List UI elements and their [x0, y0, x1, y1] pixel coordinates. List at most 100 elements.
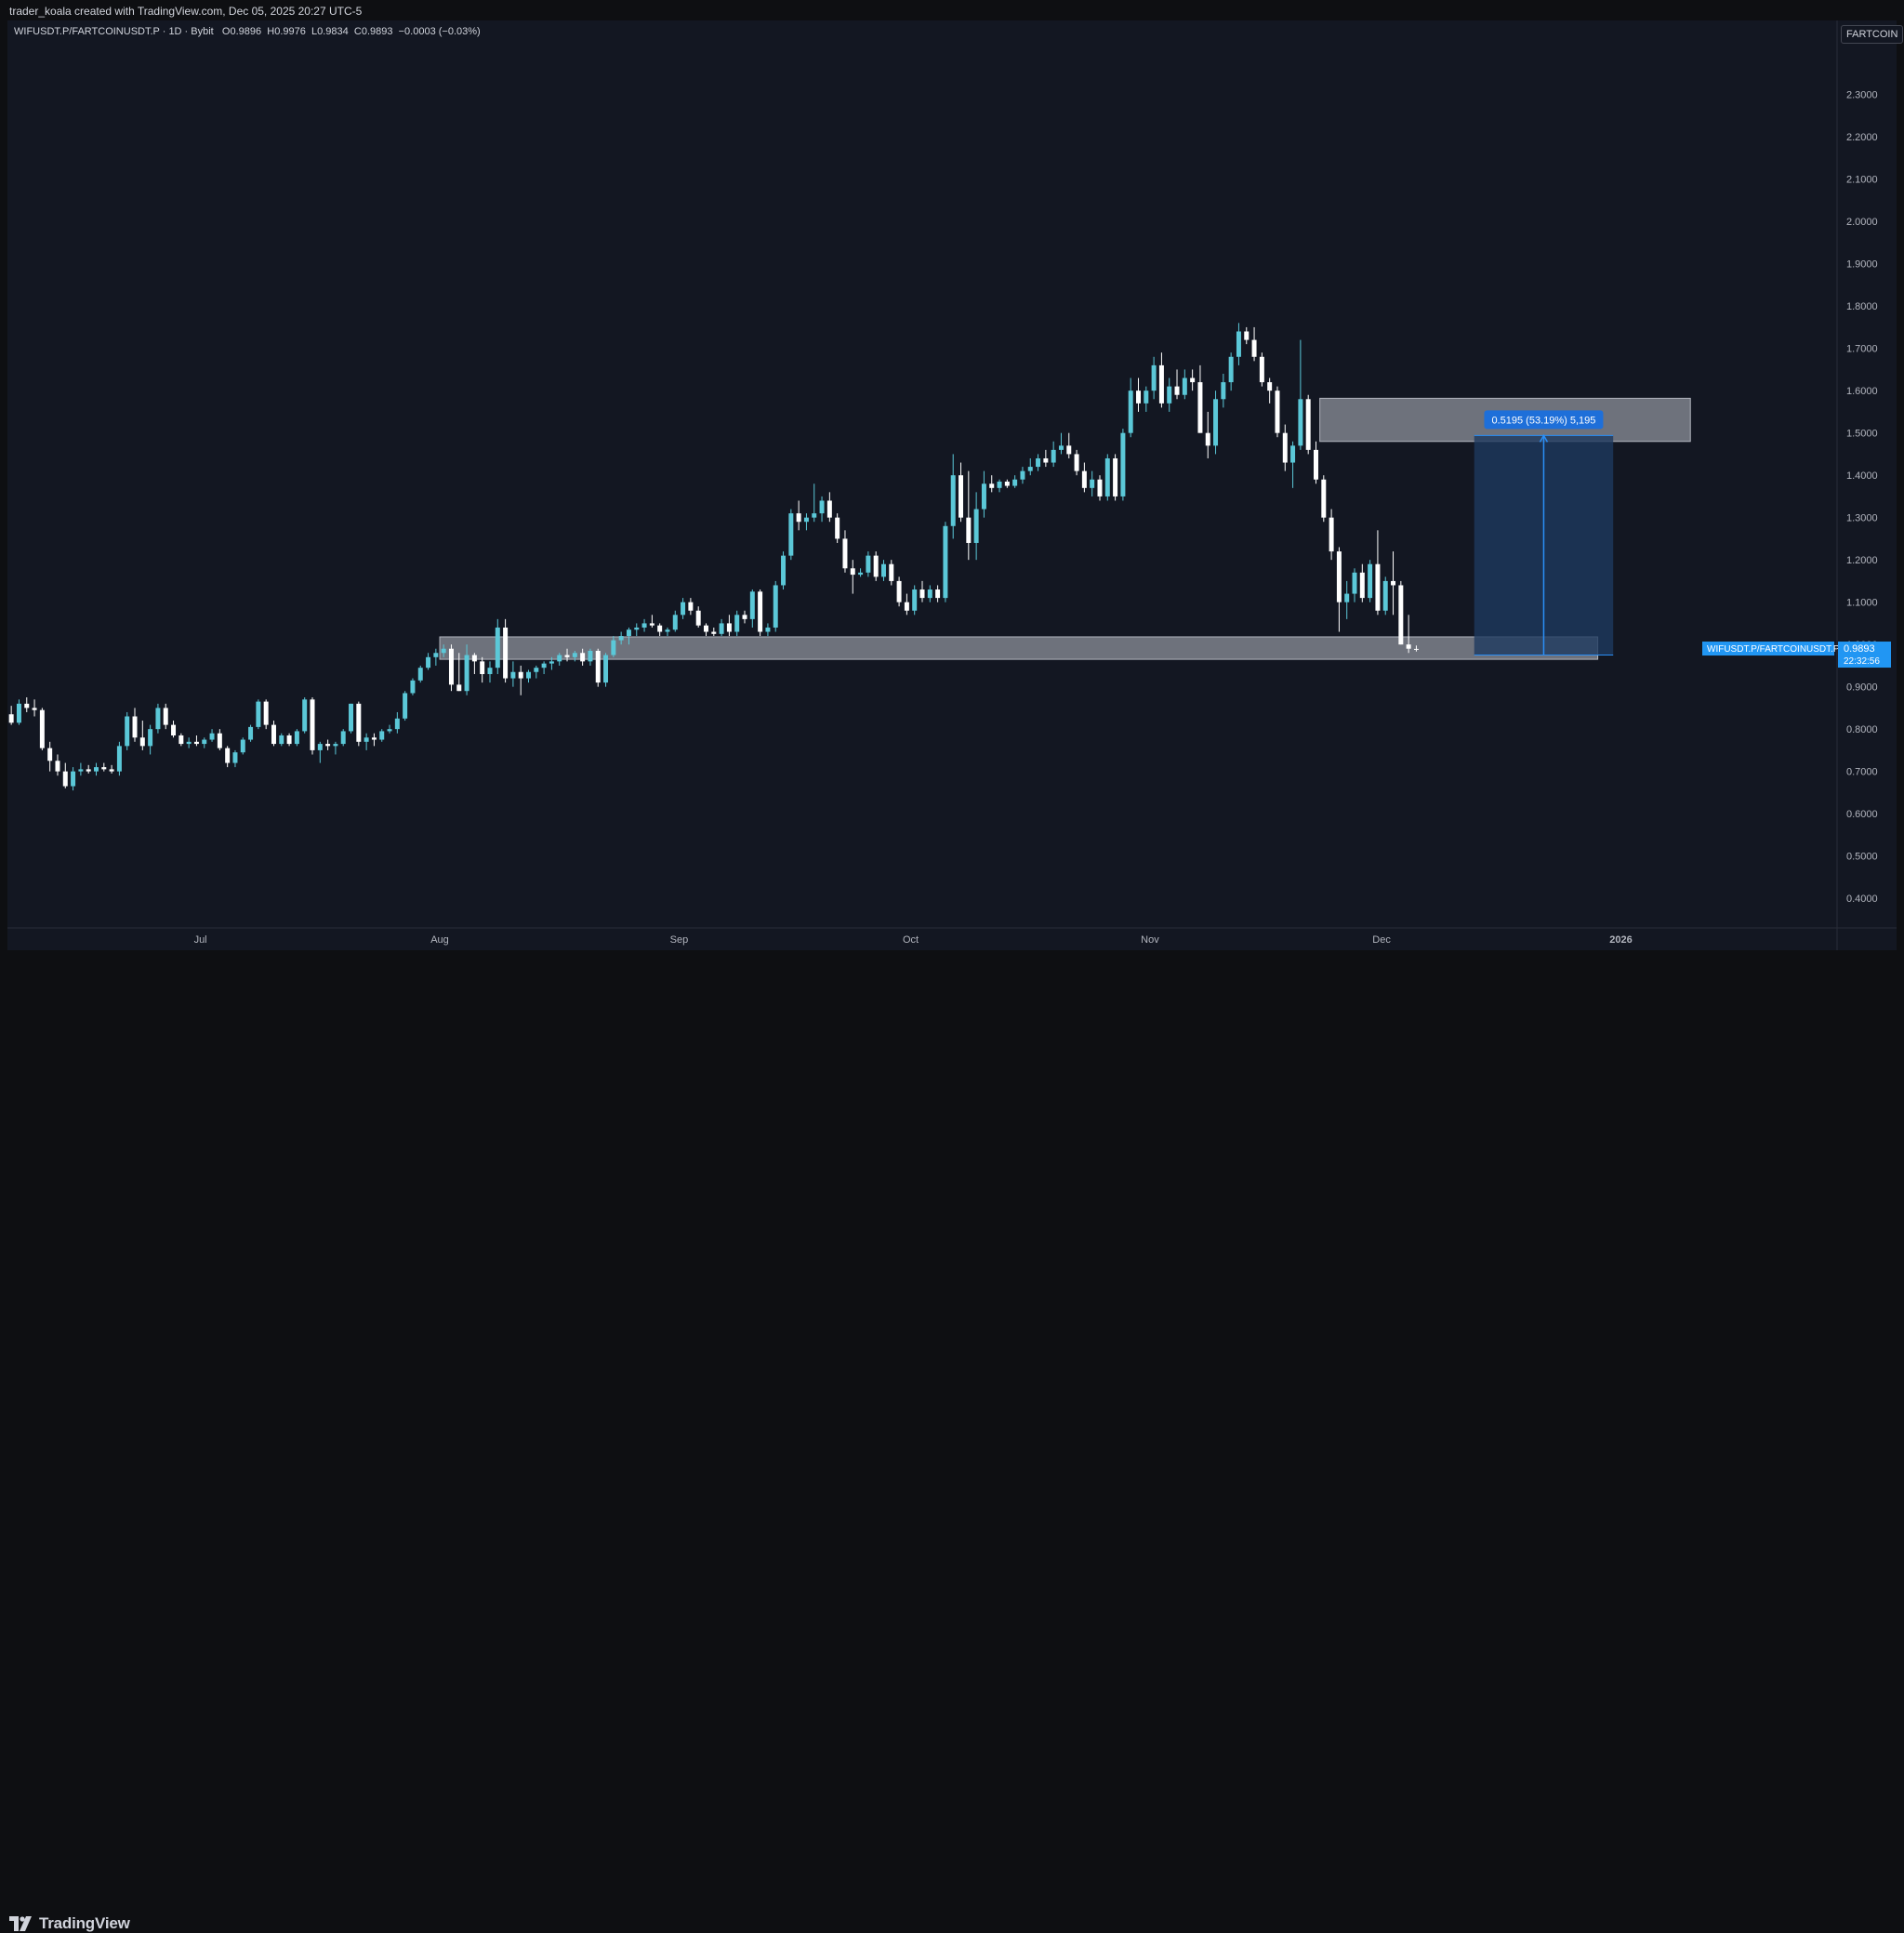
candle-body: [541, 663, 547, 669]
candle: [148, 724, 153, 755]
candle-body: [248, 726, 254, 740]
support-zone[interactable]: [439, 636, 1599, 660]
candle: [688, 598, 694, 616]
candle: [1027, 457, 1033, 476]
candle: [217, 729, 222, 750]
candle: [86, 764, 91, 774]
candle-body: [781, 555, 787, 586]
symbol-badge[interactable]: FARTCOIN: [1841, 25, 1904, 44]
candle: [665, 627, 670, 637]
candle-body: [148, 729, 153, 747]
candle-body: [1275, 391, 1280, 433]
candle: [842, 530, 848, 573]
y-tick-label: 0.9000: [1846, 682, 1878, 694]
candle-body: [912, 589, 918, 611]
candle-body: [340, 731, 346, 745]
candle: [1352, 568, 1357, 602]
candle: [371, 733, 377, 747]
candle-body: [649, 623, 654, 626]
candle: [94, 762, 99, 776]
candle: [1136, 377, 1141, 412]
candle: [734, 610, 740, 637]
x-tick-label: Aug: [430, 934, 449, 946]
candle-body: [310, 699, 315, 750]
candle: [588, 648, 593, 666]
candle: [1259, 352, 1264, 387]
candle-body: [665, 629, 670, 632]
candle-body: [1036, 457, 1041, 468]
candle-body: [1236, 331, 1241, 357]
candle-body: [471, 655, 477, 662]
candle-body: [557, 655, 562, 662]
candle-body: [109, 769, 114, 772]
candle-body: [47, 748, 53, 761]
candle: [1305, 394, 1311, 455]
candle: [1190, 369, 1196, 391]
candle-body: [726, 623, 732, 632]
candle: [448, 644, 454, 692]
candle-body: [866, 555, 871, 573]
candle-body: [94, 767, 99, 772]
candle-body: [742, 615, 747, 619]
price-range-arrowhead: [1539, 433, 1549, 443]
candle: [866, 551, 871, 577]
candle-body: [549, 661, 554, 664]
legend-symbol[interactable]: WIFUSDT.P/FARTCOINUSDT.P · 1D · Bybit: [14, 26, 214, 37]
candle: [356, 701, 362, 747]
candle: [526, 669, 531, 683]
candle-body: [1228, 356, 1234, 383]
candle: [410, 678, 416, 695]
candle-body: [55, 761, 60, 772]
candle: [1251, 326, 1257, 362]
candle-body: [503, 627, 509, 679]
candle-body: [71, 771, 76, 787]
candle: [1167, 377, 1172, 412]
candle-body: [1321, 479, 1327, 518]
candle: [1275, 386, 1280, 438]
candle: [294, 729, 299, 747]
candle: [256, 699, 261, 730]
tradingview-logo[interactable]: TradingView: [9, 1914, 130, 1933]
price-chart[interactable]: 0.5195 (53.19%) 5,195 2.3000 2.2000 2.1000…: [7, 20, 1897, 950]
y-tick-label: 1.8000: [1846, 301, 1878, 312]
candle-body: [835, 517, 840, 539]
candle-body: [433, 653, 439, 657]
candle-body: [959, 475, 964, 518]
y-tick-label: 1.4000: [1846, 470, 1878, 482]
candle-body: [1352, 572, 1357, 594]
candle-body: [1259, 356, 1264, 383]
candle: [109, 764, 114, 774]
candle-body: [1398, 585, 1404, 645]
candle: [139, 721, 145, 750]
candle-body: [1167, 386, 1172, 404]
candle: [1228, 352, 1234, 391]
legend-change: −0.0003 (−0.03%): [398, 26, 481, 37]
candle: [24, 697, 30, 712]
candle: [835, 513, 840, 543]
candle: [826, 492, 832, 523]
candle: [1236, 323, 1241, 365]
candle: [155, 703, 161, 734]
candle-body: [672, 615, 678, 630]
candle: [1113, 454, 1118, 501]
candle: [950, 454, 956, 539]
candle-body: [1413, 648, 1419, 650]
candle: [317, 741, 323, 763]
candle-body: [1104, 457, 1110, 496]
candle-body: [1090, 479, 1095, 488]
candle: [456, 653, 462, 692]
candle-body: [62, 771, 68, 787]
x-tick-label: Nov: [1141, 934, 1159, 946]
candle-body: [32, 708, 37, 710]
candle: [232, 749, 238, 768]
candle-body: [139, 737, 145, 747]
candle-body: [286, 735, 292, 745]
candle: [850, 560, 855, 594]
legend-close-label: C: [353, 26, 362, 37]
candle: [1398, 580, 1404, 645]
symbol-price-tag-box: [1702, 642, 1834, 656]
candle-body: [1213, 399, 1219, 446]
candle: [1197, 364, 1203, 433]
candle: [132, 708, 138, 742]
candle-body: [803, 517, 809, 523]
